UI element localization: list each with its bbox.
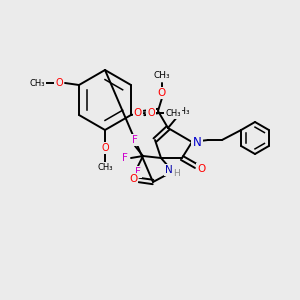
Text: O: O (129, 174, 137, 184)
Text: CH₃: CH₃ (165, 109, 181, 118)
Text: F: F (132, 135, 138, 145)
Text: H: H (174, 169, 180, 178)
Text: N: N (193, 136, 201, 148)
Text: F: F (135, 167, 141, 177)
Text: F: F (122, 153, 128, 163)
Text: CH₃: CH₃ (174, 106, 190, 116)
Text: O: O (55, 78, 63, 88)
Text: O: O (134, 108, 142, 118)
Text: CH₃: CH₃ (29, 79, 45, 88)
Text: O: O (158, 88, 166, 98)
Text: CH₃: CH₃ (97, 164, 113, 172)
Text: O: O (101, 143, 109, 153)
Text: N: N (165, 165, 173, 175)
Text: O: O (197, 164, 205, 174)
Text: O: O (147, 108, 155, 118)
Text: CH₃: CH₃ (154, 71, 170, 80)
